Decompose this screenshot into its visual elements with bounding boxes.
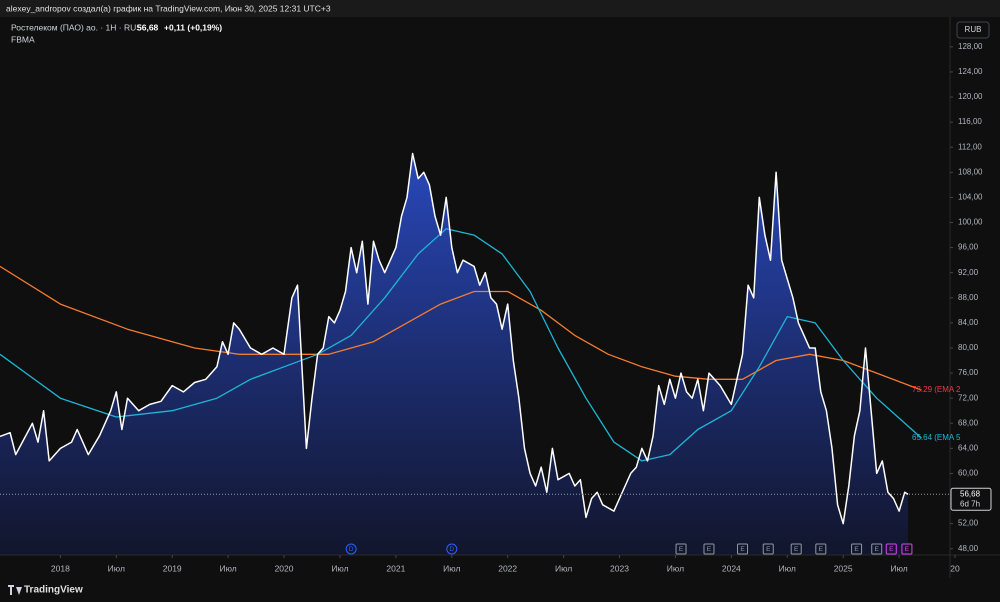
- event-marker: [446, 543, 458, 555]
- legend-change: +0,11 (+0,19%): [164, 22, 222, 32]
- ema-label: 65.64 (EMA 5: [912, 433, 961, 442]
- currency[interactable]: RUB: [965, 25, 982, 34]
- event-label: E: [794, 546, 799, 553]
- countdown: 6d 7h: [960, 499, 980, 508]
- price-area: [0, 153, 909, 555]
- event-marker: [762, 543, 774, 555]
- x-tick-label: 20: [950, 563, 960, 573]
- ema-line: [0, 228, 922, 462]
- ema-label: 73.29 (EMA 2: [912, 385, 961, 394]
- x-tick-label: Июл: [108, 563, 125, 573]
- event-label: E: [889, 546, 894, 553]
- x-tick-label: Июл: [219, 563, 236, 573]
- y-tick-label: 60,00: [958, 469, 979, 478]
- y-tick-label: 116,00: [958, 117, 982, 126]
- event-marker: [901, 543, 913, 555]
- event-marker: [871, 543, 883, 555]
- logo: [8, 585, 22, 595]
- event-label: E: [679, 546, 684, 553]
- event-marker: [737, 543, 749, 555]
- plot: [0, 152, 950, 555]
- event-marker: [675, 543, 687, 555]
- price-line: [0, 152, 909, 525]
- event-marker: [885, 543, 897, 555]
- x-tick-label: Июл: [890, 563, 907, 573]
- y-tick-label: 68,00: [958, 418, 979, 427]
- event-marker: [815, 543, 827, 555]
- event-label: D: [349, 546, 354, 553]
- indicator: FBMA: [11, 34, 35, 44]
- x-tick-label: 2019: [163, 563, 182, 573]
- event-marker: [790, 543, 802, 555]
- last-price-box: [950, 487, 992, 511]
- y-tick-label: 108,00: [958, 167, 983, 176]
- event-label: E: [875, 546, 880, 553]
- event-marker: [703, 543, 715, 555]
- event-label: E: [854, 546, 859, 553]
- x-tick-label: 2024: [722, 563, 741, 573]
- last-price-label: 56,68: [960, 489, 981, 498]
- y-tick-label: 128,00: [958, 42, 983, 51]
- y-tick-label: 76,00: [958, 368, 979, 377]
- x-tick-label: Июл: [667, 563, 684, 573]
- event-label: E: [740, 546, 745, 553]
- footer-bar: [0, 578, 1000, 602]
- y-tick-label: 48,00: [958, 544, 979, 553]
- header-bar: [0, 0, 1000, 17]
- x-tick-label: 2020: [275, 563, 294, 573]
- y-tick-label: 80,00: [958, 343, 979, 352]
- y-tick-label: 52,00: [958, 519, 979, 528]
- header-text: alexey_andropov создал(а) график на Trad…: [6, 3, 331, 13]
- x-tick-label: 2021: [386, 563, 405, 573]
- y-tick-label: 64,00: [958, 443, 979, 452]
- x-tick-label: Июл: [555, 563, 572, 573]
- x-tick-label: 2018: [51, 563, 70, 573]
- event-marker: [345, 543, 357, 555]
- legend-price: 56,68: [137, 22, 159, 32]
- event-label: E: [819, 546, 824, 553]
- x-tick-label: 2022: [498, 563, 517, 573]
- x-tick-label: 2025: [834, 563, 853, 573]
- y-tick-label: 72,00: [958, 393, 979, 402]
- event-label: D: [449, 546, 454, 553]
- x-tick-label: Июл: [779, 563, 796, 573]
- footer-text: TradingView: [24, 585, 83, 596]
- symbol: Ростелеком (ПАО) ао. · 1H · RUS: [11, 22, 142, 32]
- y-tick-label: 100,00: [958, 218, 983, 227]
- x-tick-label: Июл: [443, 563, 460, 573]
- currency-box[interactable]: [956, 21, 990, 39]
- event-label: E: [905, 546, 910, 553]
- y-tick-label: 88,00: [958, 293, 979, 302]
- y-tick-label: 124,00: [958, 67, 983, 76]
- ema-line: [0, 265, 922, 391]
- y-tick-label: 92,00: [958, 268, 979, 277]
- y-tick-label: 96,00: [958, 243, 979, 252]
- y-tick-label: 104,00: [958, 193, 983, 202]
- event-label: E: [766, 546, 771, 553]
- event-label: E: [707, 546, 712, 553]
- x-tick-label: Июл: [331, 563, 348, 573]
- y-tick-label: 112,00: [958, 142, 982, 151]
- y-tick-label: 120,00: [958, 92, 983, 101]
- y-tick-label: 84,00: [958, 318, 979, 327]
- x-tick-label: 2023: [610, 563, 629, 573]
- event-marker: [851, 543, 863, 555]
